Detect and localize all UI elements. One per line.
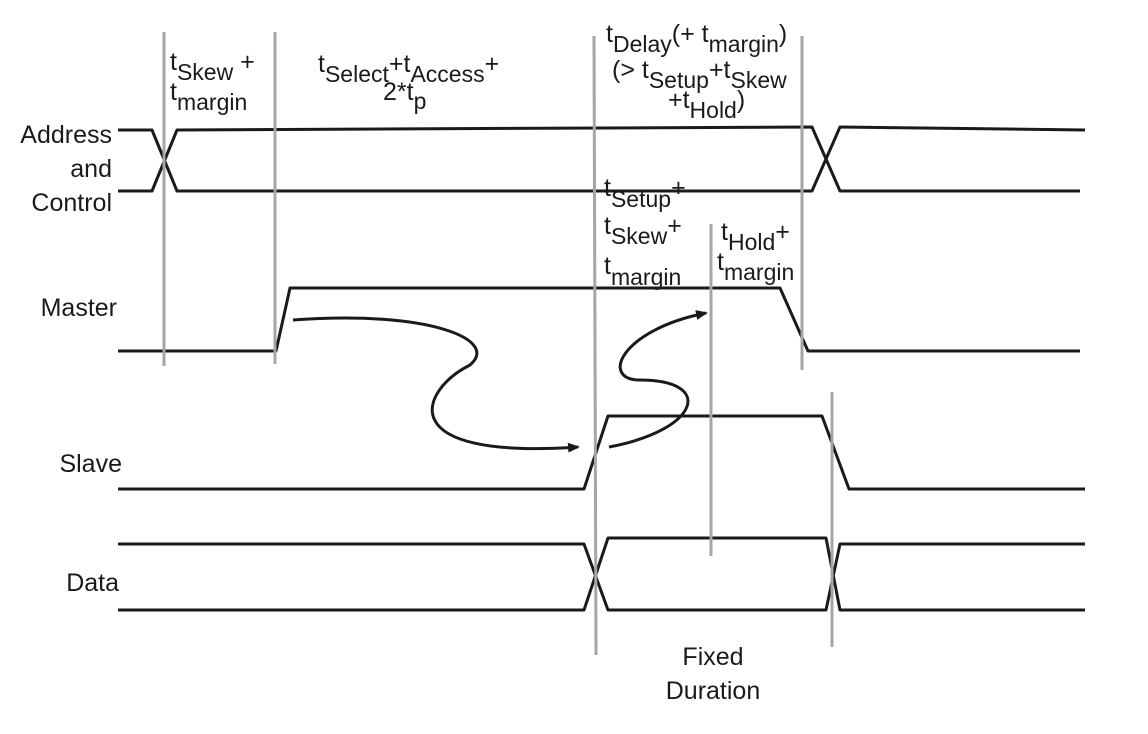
select-access-annotation-line1: tSelect+tAccess+ [318,50,499,87]
skew-annotation-line2: tmargin [170,78,247,115]
fixed-duration-line2: Duration [666,677,761,705]
select-access-annotation-line2: 2*tp [383,78,426,114]
hold-annotation-line1: tHold+ [721,218,790,255]
address-label-line1: Address [20,121,112,149]
slave-waveform [118,414,1085,491]
data-label: Data [66,569,119,597]
slave-to-hold-arrow [608,310,708,449]
setup-annotation-line2: tSkew+ [604,212,682,249]
hold-annotation-line2: tmargin [717,248,794,285]
skew-annotation-line1: tSkew + [170,48,255,85]
master-label: Master [41,294,117,322]
address-control-waveform [118,125,1086,193]
fixed-duration-line1: Fixed [682,643,743,671]
setup-annotation-line3: tmargin [604,252,681,290]
setup-annotation-line1: tSetup+ [604,174,686,212]
delay-annotation-line2: (> tSetup+tSkew [612,56,787,93]
marker-line-3 [592,35,598,656]
address-label-line2: and [70,155,112,183]
delay-annotation-line3: +tHold) [668,86,745,123]
slave-label: Slave [59,450,122,478]
data-waveform [118,536,1085,612]
master-waveform [118,286,1080,353]
address-label-line3: Control [31,189,112,217]
master-to-slave-arrow [292,316,580,453]
delay-annotation-line1: tDelay(+ tmargin) [606,20,787,57]
